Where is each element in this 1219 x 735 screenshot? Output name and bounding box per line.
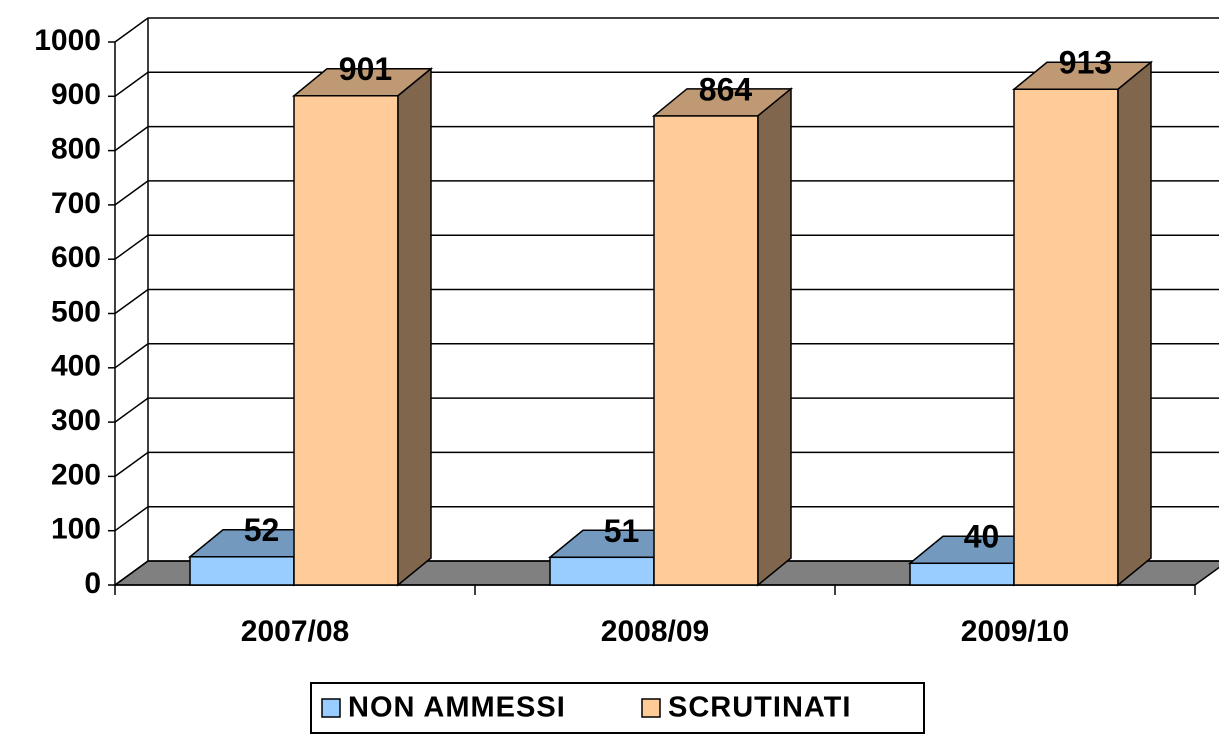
value-label: 52 <box>244 512 280 548</box>
bar <box>549 556 655 586</box>
y-tick-label: 200 <box>51 458 101 491</box>
y-tick-label: 300 <box>51 404 101 437</box>
y-tick-label: 0 <box>84 567 101 600</box>
x-tick-label: 2007/08 <box>241 615 349 648</box>
y-tick-label: 1000 <box>34 24 101 57</box>
value-label: 51 <box>604 513 640 549</box>
grid-line <box>114 17 1219 43</box>
y-tick-label: 800 <box>51 133 101 166</box>
x-tick-label: 2009/10 <box>961 615 1069 648</box>
legend-label: NON AMMESSI <box>348 692 566 724</box>
bar <box>293 95 399 586</box>
legend-swatch <box>321 698 341 718</box>
y-tick-label: 700 <box>51 187 101 220</box>
value-label: 901 <box>339 51 392 87</box>
bar-side <box>1117 60 1152 587</box>
value-label: 913 <box>1059 45 1112 81</box>
bar <box>909 562 1015 586</box>
bar <box>1013 88 1119 586</box>
y-tick-label: 400 <box>51 350 101 383</box>
bar-side <box>757 87 792 587</box>
value-label: 40 <box>964 519 1000 555</box>
legend-swatch <box>641 698 661 718</box>
x-tick-label: 2008/09 <box>601 615 709 648</box>
y-tick-label: 600 <box>51 241 101 274</box>
y-tick-label: 500 <box>51 295 101 328</box>
value-label: 864 <box>699 71 753 107</box>
legend-label: SCRUTINATI <box>668 692 851 724</box>
bar <box>189 556 295 586</box>
y-tick-label: 100 <box>51 513 101 546</box>
y-tick-label: 900 <box>51 78 101 111</box>
bar-side <box>397 67 432 587</box>
bar <box>653 115 759 586</box>
legend-box <box>310 682 925 734</box>
